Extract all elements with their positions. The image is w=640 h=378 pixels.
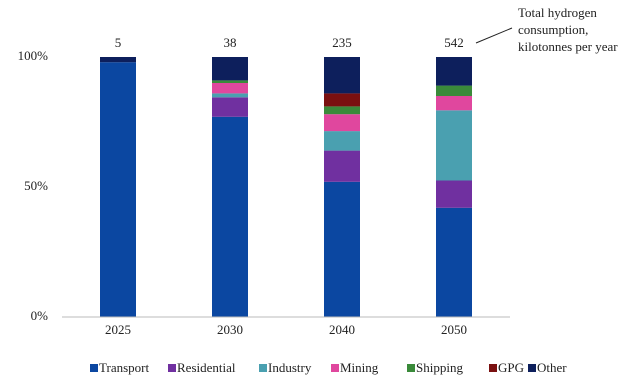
legend-swatch [331,364,339,372]
bar-segment [324,57,360,94]
x-tick-label: 2025 [105,322,131,337]
bar-segment [324,106,360,115]
legend-label: Industry [268,360,312,375]
bar-segment [212,83,248,94]
annotation: consumption, [518,22,588,37]
bar-segment [212,80,248,83]
annotation-pointer [475,27,513,44]
bar-segment [212,93,248,98]
legend-label: Mining [340,360,379,375]
bar-segment [324,131,360,151]
y-tick-label: 100% [18,48,49,63]
bar-segment [436,207,472,317]
legend-label: Transport [99,360,149,375]
x-tick-label: 2030 [217,322,243,337]
legend-swatch [168,364,176,372]
bar-segment [100,57,136,63]
bar-segment [436,180,472,208]
bar-segment [436,57,472,86]
annotation: Total hydrogen [518,5,597,20]
x-tick-label: 2040 [329,322,355,337]
legend-label: Residential [177,360,236,375]
legend-label: GPG [498,360,524,375]
bar-segment [436,110,472,181]
y-tick-label: 0% [31,308,49,323]
bar-segment [100,62,136,318]
total-label: 542 [444,35,464,50]
annotation: kilotonnes per year [518,39,618,54]
y-tick-label: 50% [24,178,48,193]
bar-segment [436,96,472,111]
x-tick-label: 2050 [441,322,467,337]
legend-swatch [407,364,415,372]
legend-label: Shipping [416,360,463,375]
total-label: 5 [115,35,122,50]
legend-swatch [90,364,98,372]
bar-segment [212,97,248,117]
total-label: 38 [224,35,237,50]
legend-swatch [259,364,267,372]
bar-segment [324,181,360,317]
bar-segment [324,93,360,107]
bar-segment [212,57,248,81]
total-label: 235 [332,35,352,50]
bar-segment [324,114,360,132]
bar-segment [324,150,360,182]
legend-swatch [489,364,497,372]
legend-swatch [528,364,536,372]
legend-label: Other [537,360,567,375]
bar-segment [436,85,472,96]
bar-segment [212,116,248,317]
